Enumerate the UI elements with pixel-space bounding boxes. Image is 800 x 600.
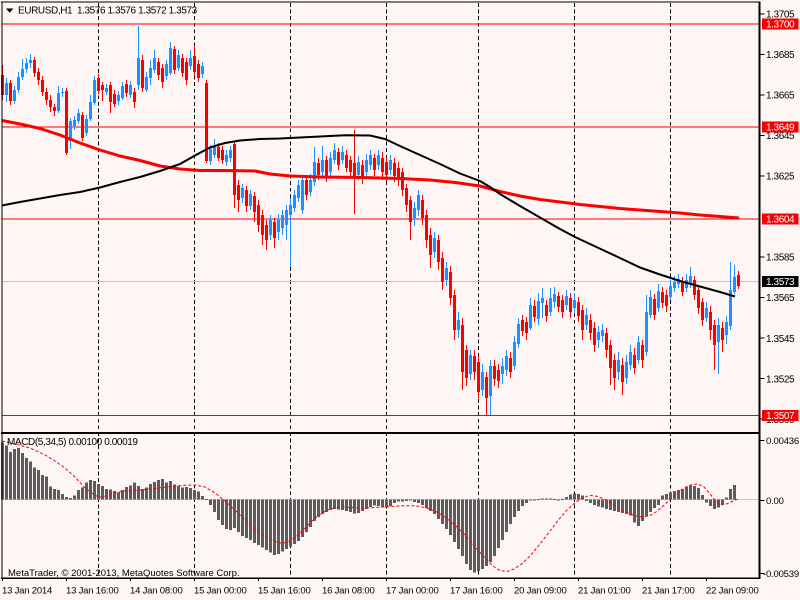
svg-text:16 Jan 08:00: 16 Jan 08:00 (322, 586, 375, 597)
svg-text:1.3585: 1.3585 (766, 253, 795, 264)
svg-text:15 Jan 00:00: 15 Jan 00:00 (194, 586, 247, 597)
svg-text:0.00436: 0.00436 (766, 436, 799, 447)
svg-text:1.3649: 1.3649 (766, 123, 795, 134)
svg-text:1.3625: 1.3625 (766, 172, 795, 183)
svg-text:21 Jan 17:00: 21 Jan 17:00 (642, 586, 695, 597)
svg-text:15 Jan 16:00: 15 Jan 16:00 (258, 586, 311, 597)
svg-text:17 Jan 16:00: 17 Jan 16:00 (450, 586, 503, 597)
svg-text:1.3565: 1.3565 (766, 293, 795, 304)
svg-text:MetaTrader, © 2001-2013, MetaQ: MetaTrader, © 2001-2013, MetaQuotes Soft… (8, 568, 240, 579)
svg-text:1.3525: 1.3525 (766, 374, 795, 385)
svg-text:17 Jan 00:00: 17 Jan 00:00 (386, 586, 439, 597)
svg-text:1.3507: 1.3507 (766, 411, 795, 422)
svg-text:13 Jan 2014: 13 Jan 2014 (2, 586, 52, 597)
svg-text:1.3545: 1.3545 (766, 334, 795, 345)
svg-text:1.3700: 1.3700 (766, 20, 795, 31)
svg-text:13 Jan 16:00: 13 Jan 16:00 (66, 586, 119, 597)
svg-text:22 Jan 09:00: 22 Jan 09:00 (706, 586, 759, 597)
svg-text:1.3645: 1.3645 (766, 131, 795, 142)
svg-text:1.3604: 1.3604 (766, 215, 795, 226)
svg-text:EURUSD,H1 1.3576 1.3576 1.357: EURUSD,H1 1.3576 1.3576 1.3572 1.3573 (18, 5, 198, 16)
svg-text:0.00: 0.00 (766, 496, 784, 507)
svg-text:1.3573: 1.3573 (766, 277, 795, 288)
svg-text:-0.00539: -0.00539 (763, 569, 799, 580)
svg-text:MACD(5,34,5) 0.00100 0.00019: MACD(5,34,5) 0.00100 0.00019 (7, 437, 138, 448)
svg-text:1.3665: 1.3665 (766, 91, 795, 102)
svg-text:14 Jan 08:00: 14 Jan 08:00 (130, 586, 183, 597)
svg-text:21 Jan 01:00: 21 Jan 01:00 (578, 586, 631, 597)
svg-text:20 Jan 09:00: 20 Jan 09:00 (514, 586, 567, 597)
svg-text:1.3705: 1.3705 (766, 10, 795, 21)
svg-text:1.3685: 1.3685 (766, 50, 795, 61)
